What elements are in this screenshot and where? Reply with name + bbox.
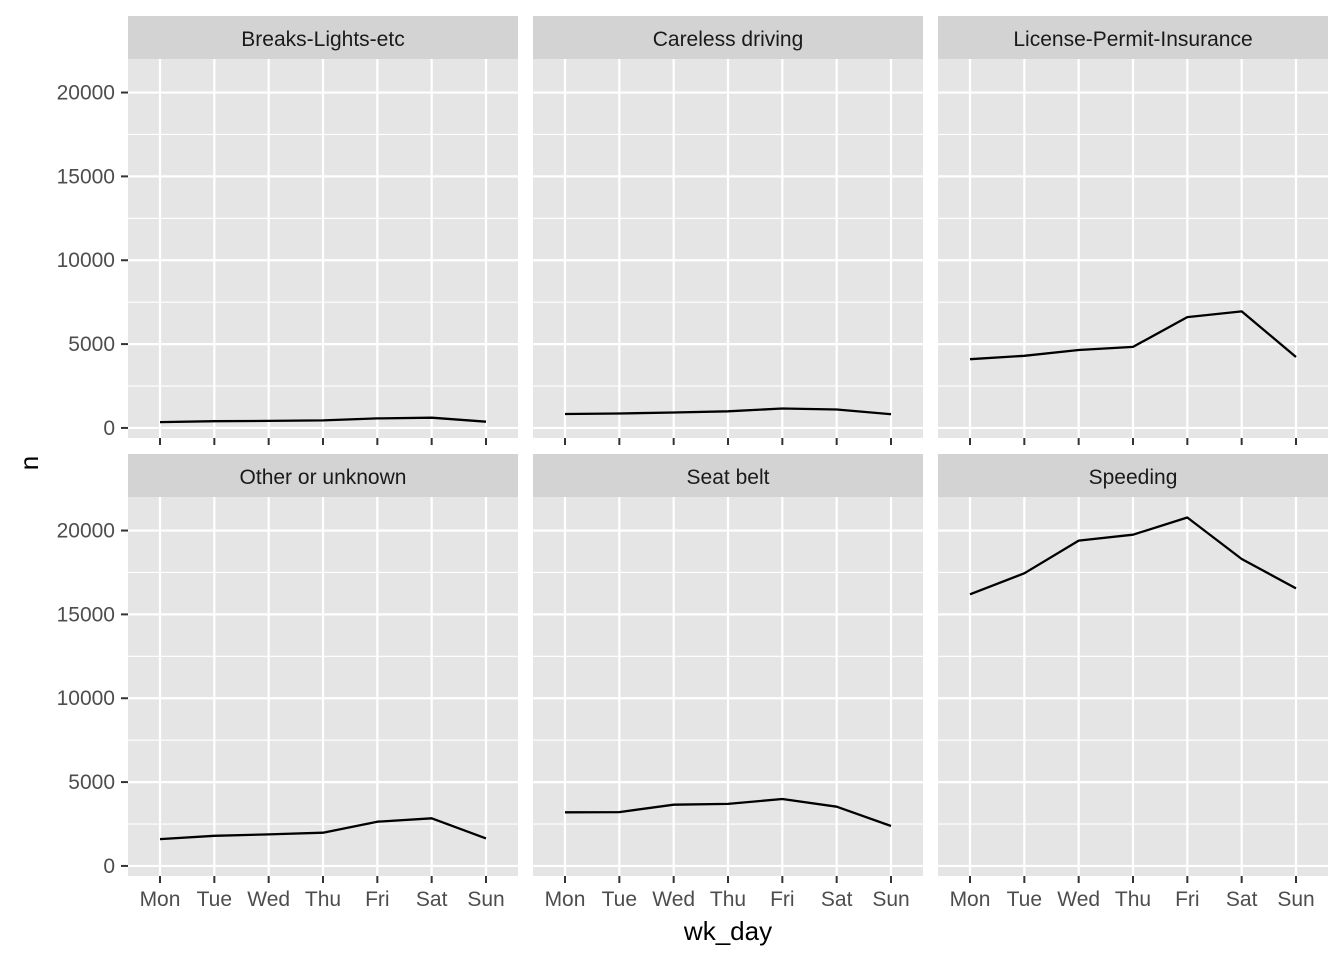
x-tick-label: Thu xyxy=(1115,888,1151,911)
x-tick-label: Wed xyxy=(1057,888,1100,911)
x-tick-label: Wed xyxy=(652,888,695,911)
series-line xyxy=(969,310,1297,361)
x-tick-label: Thu xyxy=(305,888,341,911)
panel-seat-belt: Seat belt xyxy=(533,454,923,876)
x-tick-label: Fri xyxy=(365,888,390,911)
x-tick-label: Tue xyxy=(197,888,232,911)
y-tick-label: 0 xyxy=(103,855,115,878)
x-tick-label: Thu xyxy=(710,888,746,911)
panel-breaks-lights-etc: Breaks-Lights-etc xyxy=(128,16,518,438)
x-tick-label: Mon xyxy=(950,888,991,911)
series-line xyxy=(564,407,892,416)
facet-panels: Breaks-Lights-etc Careless driving License… xyxy=(128,16,1328,876)
panel-license-permit-insurance: License-Permit-Insurance xyxy=(938,16,1328,438)
x-tick-label: Mon xyxy=(140,888,181,911)
x-tick-label: Fri xyxy=(1175,888,1200,911)
x-tick-label: Tue xyxy=(1007,888,1042,911)
y-tick-label: 15000 xyxy=(57,603,115,626)
strip-background xyxy=(128,454,518,497)
strip-background xyxy=(533,16,923,59)
y-axis-title: n xyxy=(14,456,44,470)
x-tick-label: Sat xyxy=(416,888,448,911)
y-tick-label: 20000 xyxy=(57,520,115,543)
panel-other-or-unknown: Other or unknown xyxy=(128,454,518,876)
strip-label: Careless driving xyxy=(653,28,804,51)
y-tick-label: 15000 xyxy=(57,165,115,188)
x-tick-label: Fri xyxy=(770,888,795,911)
x-tick-label: Sat xyxy=(1226,888,1258,911)
series-line xyxy=(159,817,487,841)
strip-background xyxy=(533,454,923,497)
panel-careless-driving: Careless driving xyxy=(533,16,923,438)
strip-label: Other or unknown xyxy=(240,466,407,489)
y-tick-label: 20000 xyxy=(57,82,115,105)
strip-background xyxy=(128,16,518,59)
x-tick-label: Wed xyxy=(247,888,290,911)
x-tick-label: Sun xyxy=(467,888,504,911)
strip-label: Seat belt xyxy=(687,466,770,489)
series-line xyxy=(969,516,1297,596)
y-tick-label: 10000 xyxy=(57,249,115,272)
strip-label: License-Permit-Insurance xyxy=(1013,28,1252,51)
x-tick-label: Sun xyxy=(872,888,909,911)
panel-speeding: Speeding xyxy=(938,454,1328,876)
series-line xyxy=(159,416,487,424)
x-axis-title: wk_day xyxy=(683,916,772,946)
y-tick-label: 5000 xyxy=(68,333,115,356)
x-tick-label: Tue xyxy=(602,888,637,911)
y-tick-label: 5000 xyxy=(68,771,115,794)
strip-label: Speeding xyxy=(1089,466,1178,489)
y-tick-label: 0 xyxy=(103,417,115,440)
series-line xyxy=(564,797,892,828)
axes: 0 5000 10000 15000 20000 0 5000 10000 15000 20000… xyxy=(57,82,1315,911)
strip-label: Breaks-Lights-etc xyxy=(241,28,404,51)
strip-background xyxy=(938,16,1328,59)
x-tick-label: Mon xyxy=(545,888,586,911)
strip-background xyxy=(938,454,1328,497)
y-tick-label: 10000 xyxy=(57,687,115,710)
x-tick-label: Sun xyxy=(1277,888,1314,911)
x-tick-label: Sat xyxy=(821,888,853,911)
